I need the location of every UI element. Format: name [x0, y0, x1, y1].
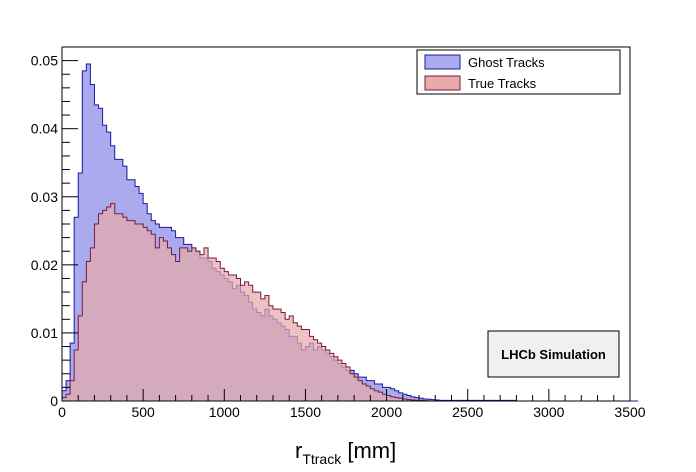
y-tick-label-0.05: 0.05 [31, 53, 58, 69]
simulation-badge: LHCb Simulation [487, 330, 620, 378]
simulation-badge-box [487, 330, 620, 378]
legend: Ghost Tracks True Tracks [416, 49, 621, 95]
x-tick-label-2500: 2500 [452, 404, 483, 420]
x-tick-label-3000: 3000 [533, 404, 564, 420]
x-tick-label-500: 500 [131, 404, 155, 420]
x-axis-title-main: r [295, 438, 302, 463]
x-tick-label-3500: 3500 [614, 404, 645, 420]
y-tick-label-0: 0 [50, 393, 58, 409]
legend-label-ghost-tracks: Ghost Tracks [468, 55, 545, 70]
x-axis-title-subscript: Ttrack [302, 451, 342, 467]
x-axis-title-unit: [mm] [341, 438, 396, 463]
x-axis-title: rTtrack [mm] [295, 438, 396, 467]
x-tick-label-1500: 1500 [290, 404, 321, 420]
x-tick-label-0: 0 [58, 404, 66, 420]
x-axis: 0 500 1000 1500 2000 2500 3000 3500 [58, 389, 646, 420]
y-tick-label-0.02: 0.02 [31, 257, 58, 273]
legend-swatch-ghost-tracks [424, 54, 461, 70]
y-tick-label-0.03: 0.03 [31, 189, 58, 205]
x-tick-label-2000: 2000 [371, 404, 402, 420]
legend-label-true-tracks: True Tracks [468, 76, 537, 91]
y-axis: 0 0.01 0.02 0.03 0.04 0.05 [31, 53, 78, 409]
x-tick-label-1000: 1000 [209, 404, 240, 420]
legend-swatch-true-tracks [424, 75, 461, 91]
y-tick-label-0.04: 0.04 [31, 121, 58, 137]
y-tick-label-0.01: 0.01 [31, 325, 58, 341]
simulation-badge-label: LHCb Simulation [501, 347, 606, 362]
